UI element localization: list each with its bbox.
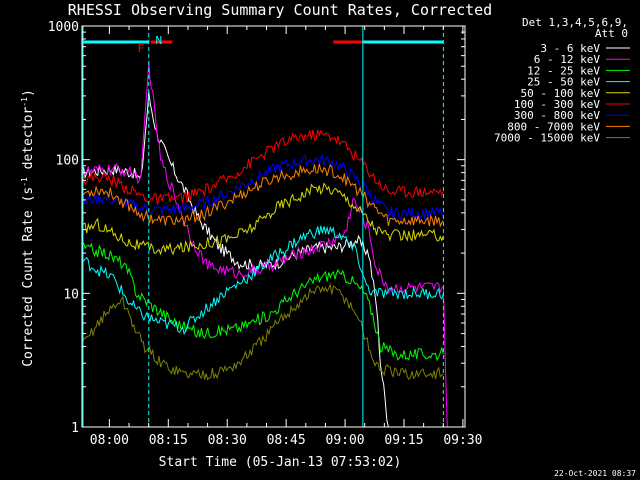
annotations: FN: [82, 26, 444, 427]
series-line-7: [81, 163, 444, 228]
legend-label-7: 800 - 7000 keV: [507, 120, 600, 133]
legend-label-8: 7000 - 15000 keV: [494, 132, 600, 145]
plot-area: [81, 61, 448, 428]
y-axis-label: Corrected Count Rate (s-1 detector-1): [20, 89, 36, 367]
series-line-8: [81, 282, 444, 381]
series-line-4: [81, 182, 444, 256]
chart-title: RHESSI Observing Summary Count Rates, Co…: [68, 1, 492, 19]
legend-label-0: 3 - 6 keV: [540, 42, 600, 55]
series-line-6: [81, 153, 444, 221]
y-tick-label-3: 1000: [48, 20, 79, 35]
x-axis-label: Start Time (05-Jan-13 07:53:02): [159, 455, 402, 470]
y-tick-label-1: 10: [63, 287, 79, 302]
x-tick-label-6: 09:30: [443, 433, 482, 448]
series-line-3: [81, 225, 444, 336]
y-tick-label-2: 100: [56, 154, 79, 169]
x-tick-label-2: 08:30: [208, 433, 247, 448]
series-line-2: [81, 242, 444, 362]
plot-frame: [81, 25, 466, 428]
x-tick-label-0: 08:00: [90, 433, 129, 448]
legend-header-line1: Det 1,3,4,5,6,9,: [522, 16, 628, 29]
legend-label-6: 300 - 800 keV: [514, 109, 600, 122]
legend-header-line2: Att 0: [595, 27, 628, 40]
legend-label-3: 25 - 50 keV: [527, 76, 600, 89]
x-tick-label-3: 08:45: [267, 433, 306, 448]
x-tick-label-1: 08:15: [149, 433, 188, 448]
y-tick-label-0: 1: [71, 421, 79, 436]
legend-label-2: 12 - 25 keV: [527, 64, 600, 77]
legend-label-5: 100 - 300 keV: [514, 98, 600, 111]
timestamp: 22-Oct-2021 08:37: [554, 469, 636, 478]
legend-label-4: 50 - 100 keV: [521, 87, 601, 100]
x-tick-label-5: 09:15: [384, 433, 423, 448]
legend-label-1: 6 - 12 keV: [534, 53, 601, 66]
night-label: N: [155, 34, 162, 47]
x-tick-label-4: 09:00: [326, 433, 365, 448]
series-line-0: [81, 92, 389, 428]
series-line-5: [81, 129, 444, 205]
axes: 1 10 100 1000 08:00 08:15 08:30 08:45 09:00 09:15…: [48, 20, 483, 448]
series-line-1: [81, 61, 448, 428]
flare-label: F: [137, 42, 144, 55]
